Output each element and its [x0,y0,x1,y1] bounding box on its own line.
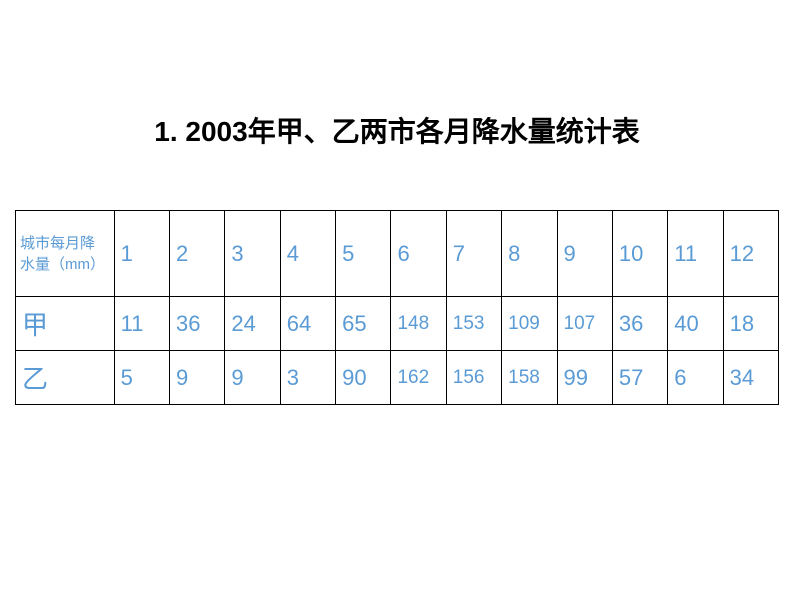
data-cell: 162 [391,351,446,405]
data-cell: 57 [612,351,667,405]
data-cell: 99 [557,351,612,405]
data-cell: 153 [446,297,501,351]
row-label: 乙 [16,351,115,405]
data-cell: 109 [502,297,557,351]
data-cell: 64 [280,297,335,351]
month-cell: 9 [557,211,612,297]
data-cell: 5 [114,351,169,405]
month-cell: 6 [391,211,446,297]
month-cell: 4 [280,211,335,297]
data-cell: 90 [336,351,391,405]
data-cell: 65 [336,297,391,351]
data-cell: 24 [225,297,280,351]
month-cell: 8 [502,211,557,297]
data-row-jia: 甲 11 36 24 64 65 148 153 109 107 36 40 1… [16,297,779,351]
month-cell: 1 [114,211,169,297]
precipitation-table: 城市每月降水量（mm） 1 2 3 4 5 6 7 8 9 10 11 12 甲… [15,210,779,405]
row-label: 甲 [16,297,115,351]
month-cell: 2 [170,211,225,297]
data-cell: 158 [502,351,557,405]
data-cell: 9 [170,351,225,405]
data-row-yi: 乙 5 9 9 3 90 162 156 158 99 57 6 34 [16,351,779,405]
header-label-cell: 城市每月降水量（mm） [16,211,115,297]
month-cell: 11 [668,211,723,297]
data-cell: 18 [723,297,778,351]
data-cell: 107 [557,297,612,351]
data-cell: 9 [225,351,280,405]
data-cell: 156 [446,351,501,405]
data-cell: 6 [668,351,723,405]
data-cell: 36 [612,297,667,351]
data-cell: 11 [114,297,169,351]
month-cell: 5 [336,211,391,297]
header-row: 城市每月降水量（mm） 1 2 3 4 5 6 7 8 9 10 11 12 [16,211,779,297]
month-cell: 7 [446,211,501,297]
month-cell: 12 [723,211,778,297]
page-title: 1. 2003年甲、乙两市各月降水量统计表 [0,0,794,210]
data-cell: 3 [280,351,335,405]
data-cell: 148 [391,297,446,351]
data-cell: 40 [668,297,723,351]
table-container: 城市每月降水量（mm） 1 2 3 4 5 6 7 8 9 10 11 12 甲… [0,210,794,405]
month-cell: 10 [612,211,667,297]
data-cell: 36 [170,297,225,351]
month-cell: 3 [225,211,280,297]
data-cell: 34 [723,351,778,405]
